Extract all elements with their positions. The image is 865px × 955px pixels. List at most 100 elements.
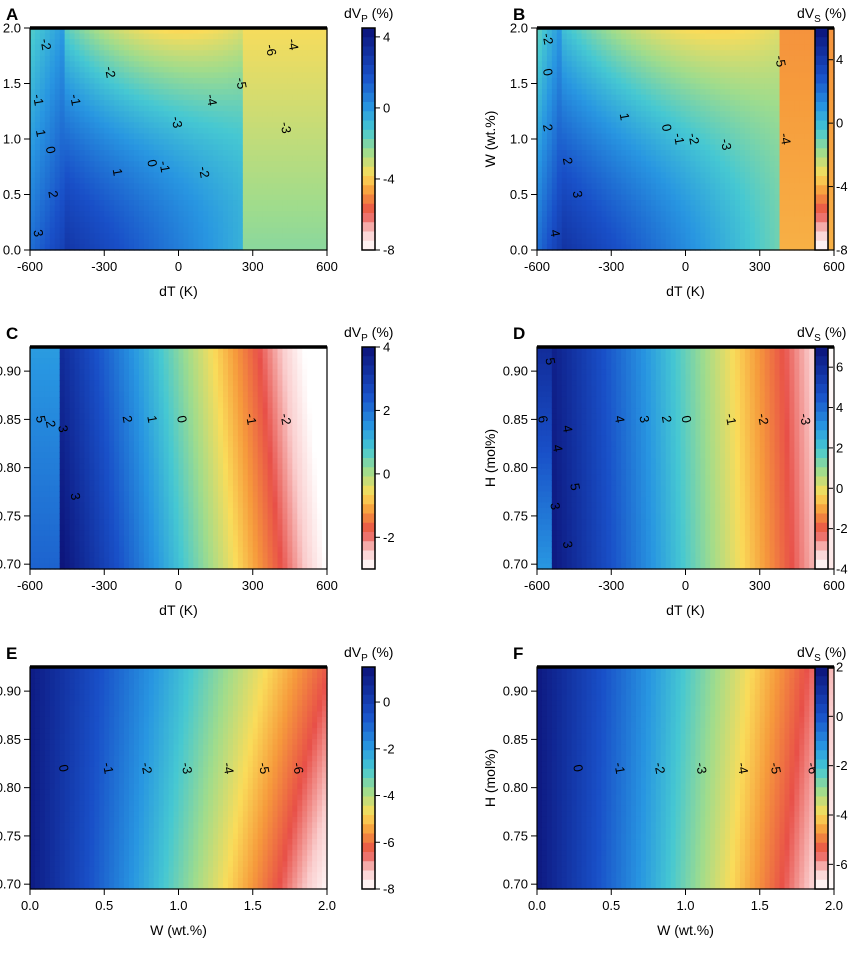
heatmap-cell — [138, 39, 145, 46]
heatmap-cell — [168, 39, 175, 46]
heatmap-cell — [700, 94, 706, 101]
heatmap-cell — [616, 100, 622, 107]
heatmap-cell — [188, 205, 194, 212]
heatmap-cell — [556, 44, 563, 51]
heatmap-cell — [143, 211, 150, 218]
heatmap-cell — [576, 72, 583, 79]
heatmap-cell — [198, 94, 204, 101]
heatmap-cell — [759, 55, 766, 62]
heatmap-cell — [685, 94, 692, 101]
heatmap-cell — [636, 155, 642, 162]
heatmap-cell — [193, 227, 199, 234]
heatmap-cell — [247, 183, 254, 190]
heatmap-cell — [725, 183, 731, 190]
heatmap-cell — [64, 33, 71, 40]
heatmap-cell — [178, 28, 185, 35]
heatmap-cell — [794, 55, 800, 62]
heatmap-cell — [232, 39, 239, 46]
heatmap-cell — [695, 150, 701, 157]
heatmap-cell — [158, 55, 165, 62]
heatmap-cell — [690, 188, 696, 196]
heatmap-cell — [829, 233, 835, 240]
heatmap-cell — [218, 133, 224, 140]
heatmap-cell — [228, 33, 234, 40]
heatmap-cell — [596, 28, 602, 35]
heatmap-cell — [143, 100, 150, 107]
heatmap-cell — [307, 33, 313, 40]
heatmap-cell — [64, 177, 71, 184]
heatmap-cell — [586, 50, 593, 57]
heatmap-cell — [685, 200, 692, 207]
heatmap-cell — [591, 150, 597, 157]
heatmap-cell — [794, 172, 800, 179]
heatmap-cell — [193, 66, 199, 73]
heatmap-cell — [680, 188, 687, 196]
heatmap-cell — [784, 238, 791, 246]
heatmap-cell — [322, 55, 328, 62]
heatmap-cell — [198, 188, 204, 196]
heatmap-cell — [784, 50, 791, 57]
heatmap-cell — [571, 166, 578, 173]
heatmap-cell — [59, 116, 66, 123]
heatmap-cell — [631, 28, 637, 35]
heatmap-cell — [650, 127, 657, 135]
heatmap-cell — [739, 105, 746, 112]
heatmap-cell — [749, 183, 756, 190]
heatmap-cell — [725, 172, 731, 179]
heatmap-cell — [59, 50, 66, 57]
heatmap-cell — [242, 161, 249, 168]
heatmap-cell — [700, 100, 706, 107]
heatmap-cell — [581, 150, 588, 157]
heatmap-cell — [680, 238, 687, 246]
heatmap-cell — [764, 127, 771, 135]
heatmap-cell — [307, 172, 313, 179]
heatmap-cell — [730, 116, 736, 123]
heatmap-cell — [665, 161, 672, 168]
heatmap-cell — [720, 89, 726, 96]
heatmap-cell — [54, 33, 61, 40]
heatmap-cell — [561, 155, 568, 162]
heatmap-cell — [794, 238, 800, 246]
heatmap-cell — [660, 28, 667, 35]
x-axis-label: dT (K) — [666, 283, 705, 299]
heatmap-cell — [89, 94, 95, 101]
heatmap-cell — [571, 194, 578, 201]
heatmap-cell — [631, 216, 637, 223]
heatmap-cell — [74, 183, 81, 190]
heatmap-cell — [586, 177, 593, 184]
heatmap-cell — [735, 238, 741, 246]
heatmap-cell — [606, 144, 612, 151]
heatmap-cell — [183, 127, 189, 135]
heatmap-cell — [754, 205, 761, 212]
heatmap-cell — [138, 94, 145, 101]
contour-label: 2 — [45, 189, 61, 199]
heatmap-cell — [312, 55, 318, 62]
heatmap-cell — [769, 33, 776, 40]
heatmap-cell — [769, 133, 776, 140]
heatmap-cell — [591, 233, 597, 240]
heatmap-cell — [44, 55, 51, 62]
heatmap-cell — [119, 89, 125, 96]
heatmap-cell — [739, 183, 746, 190]
heatmap-cell — [690, 200, 696, 207]
heatmap-cell — [829, 172, 835, 179]
heatmap-cell — [99, 111, 105, 118]
heatmap-cell — [228, 227, 234, 234]
heatmap-cell — [173, 244, 180, 251]
heatmap-cell — [779, 83, 786, 90]
heatmap-cell — [744, 200, 751, 207]
heatmap-cell — [650, 233, 657, 240]
heatmap-cell — [680, 61, 687, 68]
heatmap-cell — [59, 111, 66, 118]
heatmap-cell — [665, 61, 672, 68]
heatmap-cell — [173, 155, 180, 162]
heatmap-cell — [749, 44, 756, 51]
heatmap-cell — [39, 39, 46, 46]
heatmap-cell — [228, 183, 234, 190]
heatmap-cell — [794, 28, 800, 35]
heatmap-cell — [84, 183, 90, 190]
heatmap-cell — [739, 244, 746, 251]
heatmap-cell — [611, 33, 617, 40]
heatmap-cell — [631, 100, 637, 107]
heatmap-cell — [690, 127, 696, 135]
